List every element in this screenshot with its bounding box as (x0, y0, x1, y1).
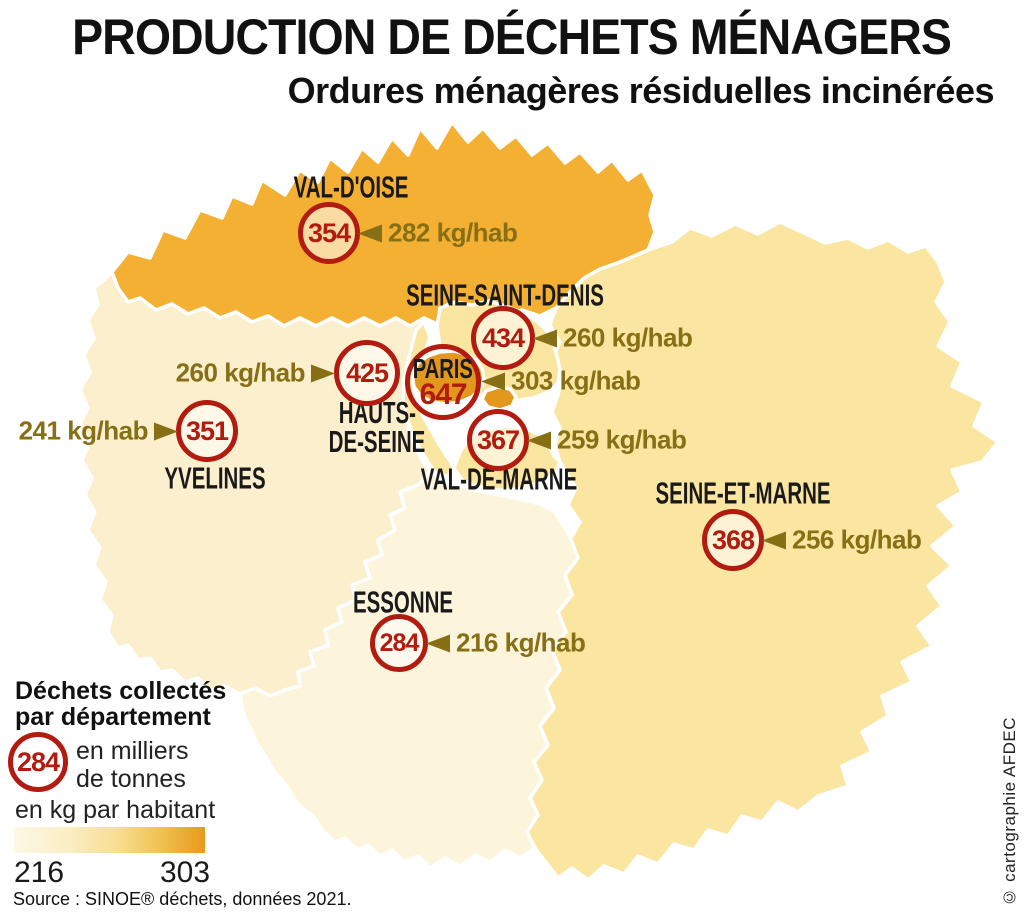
page-title-text: PRODUCTION DE DÉCHETS MÉNAGERS (72, 9, 953, 65)
arrow-left-icon (762, 531, 786, 549)
label-val-doise: VAL-D'OISE (293, 169, 409, 205)
badge-val-de-marne: 367 (467, 409, 529, 471)
page-title: PRODUCTION DE DÉCHETS MÉNAGERS (0, 8, 1024, 66)
callout-paris: 303 kg/hab (481, 366, 641, 397)
legend-scale-caption: en kg par habitant (15, 796, 216, 824)
map-region-seine-et-marne (525, 220, 1000, 882)
callout-seine-saint-denis: 260 kg/hab (533, 323, 693, 354)
arrow-right-icon (311, 364, 335, 382)
legend-title: Déchets collectés par département (15, 677, 227, 731)
badge-val-doise: 354 (298, 202, 360, 264)
badge-essonne: 284 (370, 614, 428, 672)
badge-yvelines: 351 (176, 400, 238, 462)
badge-paris: PARIS 647 (405, 344, 481, 420)
legend-scale-min: 216 (14, 856, 65, 889)
badge-seine-et-marne: 368 (702, 509, 764, 571)
legend-badge-caption: en milliers de tonnes (76, 737, 189, 793)
legend-scale-max: 303 (159, 856, 211, 889)
label-seine-saint-denis: SEINE-SAINT-DENIS (406, 277, 604, 313)
legend-badge-sample: 284 (8, 732, 68, 792)
arrow-left-icon (358, 224, 382, 242)
arrow-left-icon (426, 634, 450, 652)
badge-seine-saint-denis: 434 (471, 306, 535, 370)
arrow-left-icon (527, 431, 551, 449)
source-line: Source : SINOE® déchets, données 2021. (13, 889, 352, 909)
callout-val-de-marne: 259 kg/hab (527, 425, 687, 456)
legend-color-scale (14, 827, 205, 853)
callout-seine-et-marne: 256 kg/hab (762, 525, 922, 556)
badge-hauts-de-seine: 425 (334, 340, 400, 406)
arrow-left-icon (481, 372, 505, 390)
label-seine-et-marne: SEINE-ET-MARNE (655, 475, 831, 511)
callout-essonne: 216 kg/hab (426, 628, 586, 659)
credit-vertical: © cartographie AFDEC (1000, 717, 1019, 907)
callout-yvelines: 241 kg/hab (19, 416, 178, 447)
page-subtitle: Ordures ménagères résiduelles incinérées (287, 70, 995, 111)
callout-val-doise: 282 kg/hab (358, 218, 518, 249)
label-essonne: ESSONNE (352, 584, 454, 620)
label-yvelines: YVELINES (164, 460, 266, 496)
callout-hauts-de-seine: 260 kg/hab (176, 358, 335, 389)
arrow-right-icon (154, 422, 178, 440)
arrow-left-icon (533, 329, 557, 347)
